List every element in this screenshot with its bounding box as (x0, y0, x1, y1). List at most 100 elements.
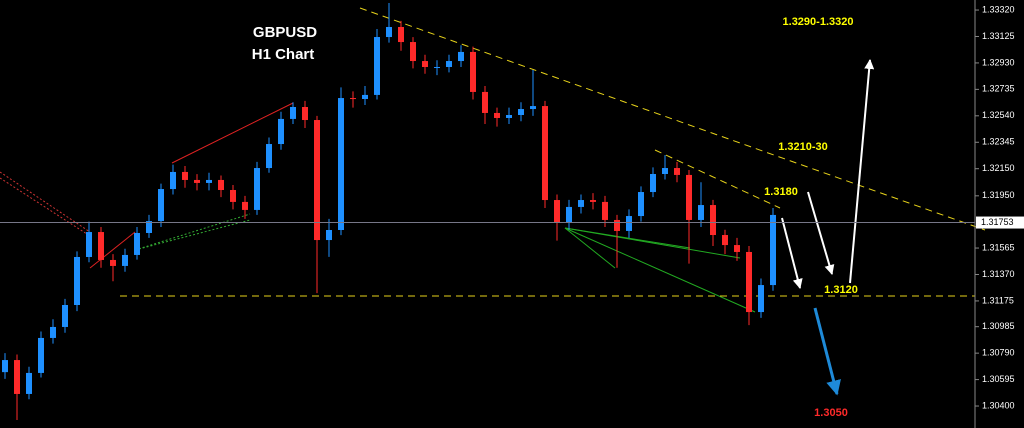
arrow (781, 217, 803, 289)
trend-line (171, 102, 294, 164)
y-tick-label: 1.32930 (982, 57, 1015, 67)
trend-line (134, 219, 251, 251)
y-tick-label: 1.30790 (982, 348, 1015, 358)
candle-body (50, 326, 56, 338)
arrows (781, 59, 875, 396)
candle-body (398, 26, 404, 43)
candle-body (542, 106, 548, 201)
candle-body (578, 200, 584, 207)
y-tick-label: 1.32540 (982, 110, 1015, 120)
candle-body (134, 232, 140, 255)
candle-body (566, 206, 572, 223)
candle-body (26, 372, 32, 394)
y-tick-label: 1.31370 (982, 269, 1015, 279)
resistance-line (359, 7, 986, 231)
candle-body (362, 94, 368, 99)
candle-body (122, 254, 128, 266)
candle-body (410, 42, 416, 62)
candle-body (146, 221, 152, 233)
y-tick-label: 1.30400 (982, 400, 1015, 410)
trend-line (134, 213, 251, 251)
candle-body (626, 216, 632, 231)
candle-body (326, 230, 332, 241)
candle-body (386, 26, 392, 38)
candle-body (230, 189, 236, 202)
y-tick-label: 1.31950 (982, 190, 1015, 200)
candle-body (734, 245, 740, 252)
trend-line (89, 231, 136, 269)
candle-body (674, 168, 680, 175)
candle-body (266, 144, 272, 169)
annotation: 1.3120 (824, 284, 858, 296)
candle-body (554, 200, 560, 223)
candle-body (254, 168, 260, 210)
candle-body (314, 120, 320, 241)
candle-body (770, 214, 776, 286)
candle-body (530, 106, 536, 110)
candle-body (650, 173, 656, 193)
candle-body (434, 66, 440, 68)
y-tick-label: 1.30985 (982, 321, 1015, 331)
annotation: 1.3050 (814, 407, 848, 419)
candle-body (686, 174, 692, 220)
candle-body (158, 189, 164, 222)
candle-body (242, 201, 248, 210)
y-tick-label: 1.31175 (982, 295, 1014, 305)
candle-body (170, 171, 176, 190)
candle-body (494, 112, 500, 118)
annotation: 1.3290-1.3320 (783, 16, 854, 28)
candle-body (518, 109, 524, 116)
y-tick-label: 1.31565 (982, 242, 1015, 252)
y-tick-label: 1.33125 (982, 31, 1015, 41)
candle-body (206, 179, 212, 183)
trend-line (564, 227, 691, 249)
candle-body (710, 205, 716, 236)
y-tick-label: 1.30595 (982, 374, 1015, 384)
chart-subtitle: H1 Chart (252, 46, 315, 63)
candle-body (86, 232, 92, 257)
candle-body (38, 337, 44, 373)
candle-body (338, 98, 344, 231)
candle-body (14, 360, 20, 394)
annotation: 1.3180 (764, 186, 798, 198)
candle-body (614, 219, 620, 231)
candle-body (638, 192, 644, 217)
candle-body (98, 232, 104, 260)
trend-line (0, 177, 91, 237)
arrow (807, 191, 835, 275)
candle-body (662, 168, 668, 174)
candle-body (2, 360, 8, 373)
candle-body (290, 107, 296, 119)
trend-line (564, 227, 756, 313)
candle-body (74, 256, 80, 305)
candle-body (278, 118, 284, 145)
candle-body (746, 251, 752, 313)
candle-body (458, 51, 464, 62)
annotation: 1.3210-30 (778, 141, 828, 153)
candle-body (758, 285, 764, 313)
current-price-box (976, 216, 1024, 229)
candle-body (602, 201, 608, 220)
resistance-line (654, 149, 781, 209)
candle-body (422, 61, 428, 67)
drawings (0, 7, 986, 313)
current-price-label: 1.31753 (981, 217, 1014, 227)
arrow (849, 59, 875, 284)
y-tick-label: 1.33320 (982, 4, 1015, 14)
candle-body (722, 235, 728, 246)
candle-body (350, 98, 356, 100)
candle-body (506, 115, 512, 118)
arrow (813, 307, 841, 396)
candle-body (110, 259, 116, 266)
candle-body (302, 107, 308, 121)
y-tick-label: 1.32735 (982, 84, 1015, 94)
candle-body (446, 61, 452, 67)
y-tick-label: 1.32150 (982, 163, 1015, 173)
candle-body (470, 51, 476, 92)
chart-title: GBPUSD (253, 24, 317, 41)
candle-body (62, 304, 68, 327)
candle-body (194, 179, 200, 183)
trend-line (564, 227, 616, 269)
candle-body (218, 179, 224, 190)
